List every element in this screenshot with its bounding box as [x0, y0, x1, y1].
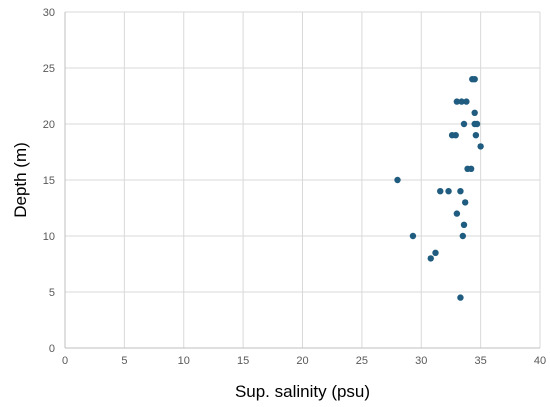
data-point: [452, 132, 459, 139]
data-point: [437, 188, 444, 195]
y-tick-label-5: 5: [49, 287, 55, 299]
data-point: [467, 165, 475, 172]
data-point: [409, 232, 417, 240]
x-tick-label-10: 10: [178, 355, 190, 367]
x-tick-label-15: 15: [237, 355, 249, 367]
data-point: [453, 98, 461, 105]
data-point: [471, 76, 478, 83]
x-tick-label-5: 5: [121, 355, 127, 367]
data-point: [458, 98, 465, 105]
data-point: [432, 249, 439, 256]
x-tick-label-25: 25: [356, 355, 368, 367]
x-tick-label-40: 40: [534, 355, 546, 367]
data-point: [471, 109, 478, 117]
x-tick-label-35: 35: [475, 355, 487, 367]
gridlines: [65, 11, 541, 348]
y-tick-label-20: 20: [43, 119, 55, 131]
data-point: [472, 132, 480, 139]
tick-labels: 0 5 10 15 20 25 30 35 40 0 5 10 15 20 25 30: [43, 7, 546, 367]
y-tick-label-25: 25: [43, 63, 55, 75]
data-points: [394, 76, 484, 301]
data-point: [445, 188, 452, 195]
y-tick-label-15: 15: [43, 175, 55, 187]
axes: [64, 12, 540, 349]
y-axis-title: Depth (m): [11, 142, 30, 218]
data-point: [461, 199, 469, 206]
y-tick-label-0: 0: [49, 343, 55, 355]
data-point: [460, 221, 468, 228]
x-tick-label-30: 30: [415, 355, 427, 367]
data-point: [394, 176, 401, 184]
y-tick-label-30: 30: [43, 7, 55, 19]
data-point: [460, 120, 468, 128]
data-point: [477, 143, 484, 150]
x-axis-title: Sup. salinity (psu): [235, 382, 370, 401]
data-point: [457, 294, 464, 301]
data-point: [457, 188, 464, 195]
data-point: [473, 120, 481, 128]
x-tick-label-20: 20: [296, 355, 308, 367]
data-point: [427, 255, 434, 262]
x-tick-label-0: 0: [62, 355, 68, 367]
data-point: [463, 98, 470, 105]
data-point: [459, 232, 467, 240]
data-point: [453, 210, 461, 217]
y-tick-label-10: 10: [43, 231, 55, 243]
